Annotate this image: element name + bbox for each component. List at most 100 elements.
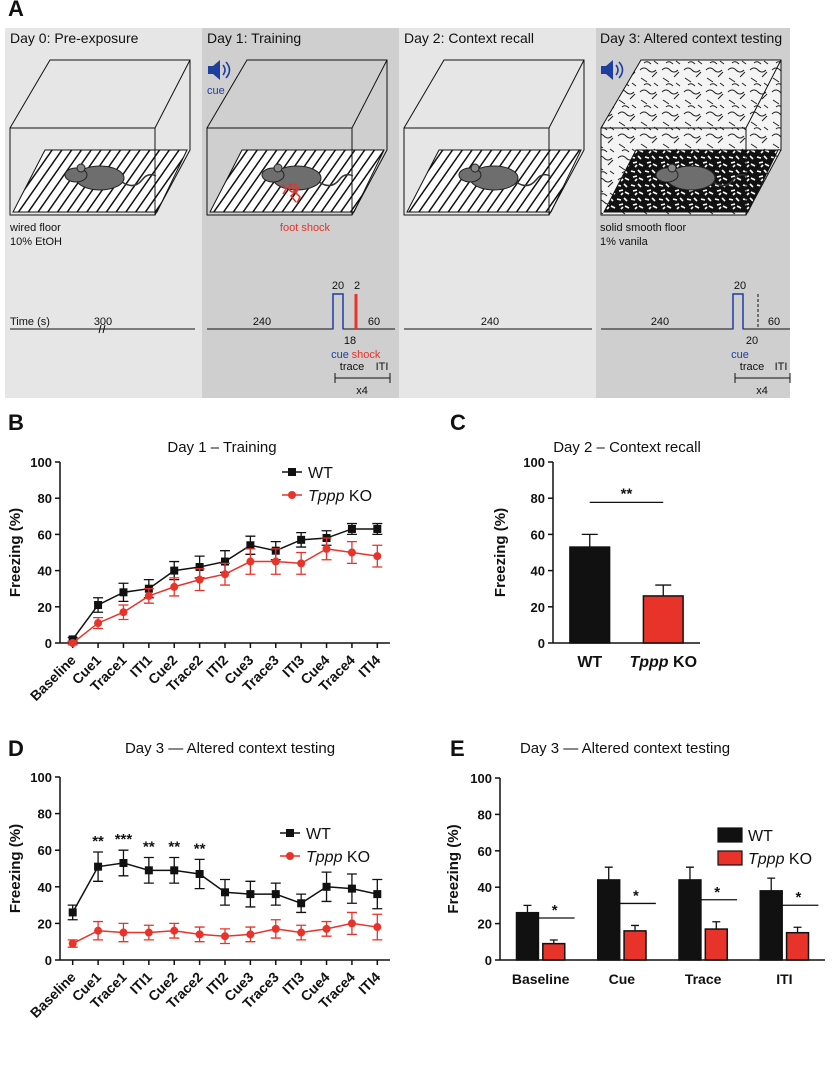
error-bar	[118, 922, 129, 943]
marker	[221, 888, 229, 897]
phase-label: trace	[340, 361, 364, 373]
marker	[144, 928, 153, 937]
marker	[195, 575, 204, 584]
error-bar	[245, 535, 256, 555]
marker	[347, 919, 356, 928]
error-bar	[631, 924, 640, 931]
marker	[347, 884, 356, 893]
error-bar	[220, 550, 230, 574]
error-bar	[169, 560, 180, 581]
marker	[271, 924, 280, 933]
mouse-ear	[76, 163, 86, 173]
significance: **	[143, 839, 155, 856]
cage	[206, 59, 388, 216]
error-bar	[143, 579, 154, 599]
error-bar	[194, 555, 205, 579]
bar	[759, 890, 783, 961]
marker	[297, 559, 306, 568]
marker	[195, 869, 204, 878]
marker	[322, 924, 331, 933]
legend-marker	[286, 829, 294, 837]
marker	[246, 541, 255, 550]
cue-pulse	[732, 293, 744, 329]
marker	[373, 524, 382, 533]
duration: 20	[746, 335, 758, 347]
legend-swatch	[717, 850, 743, 866]
error-bar	[194, 858, 205, 890]
shock-marks	[282, 183, 301, 204]
duration: 2	[354, 280, 360, 292]
duration: 60	[368, 316, 380, 328]
marker	[322, 544, 331, 553]
bar	[542, 942, 566, 961]
marker	[195, 930, 204, 939]
marker	[297, 928, 306, 937]
protocol-diagram: A Day 0: Pre-exposure Day 1: Training Da…	[5, 0, 791, 398]
significance: **	[92, 833, 104, 850]
legend-label: WT	[308, 465, 333, 482]
error-bar	[245, 880, 256, 908]
significance: *	[714, 884, 720, 901]
y-tick-label: 40	[38, 880, 52, 895]
error-bar	[655, 584, 672, 596]
error-bar	[93, 851, 104, 882]
y-tick-label: 60	[38, 527, 52, 542]
chart-title: Day 3 — Altered context testing	[125, 740, 335, 757]
chart: D Day 3 — Altered context testing Freezing…	[7, 736, 390, 1021]
chart-title: Day 2 – Context recall	[553, 439, 701, 456]
marker	[322, 882, 331, 891]
y-tick-label: 60	[38, 843, 52, 858]
shock-marks	[288, 183, 298, 193]
y-tick-label: 0	[538, 636, 545, 651]
y-tick-label: 60	[531, 527, 545, 542]
mouse-tail	[318, 173, 354, 187]
error-bar	[372, 913, 383, 941]
mouse-ear	[273, 163, 283, 173]
shock-label: foot shock	[280, 222, 331, 234]
cage-front	[403, 127, 550, 216]
error-bar	[581, 533, 598, 548]
error-bar	[194, 568, 205, 592]
y-tick-label: 0	[45, 636, 52, 651]
duration: 60	[768, 316, 780, 328]
marker	[68, 908, 77, 917]
significance: *	[795, 889, 801, 906]
error-bar	[220, 562, 230, 586]
bar	[623, 930, 647, 961]
duration: 240	[253, 316, 271, 328]
y-tick-label: 80	[38, 491, 52, 506]
time-axis-label: Time (s)	[10, 316, 50, 328]
charts: B Day 1 – Training Freezing (%) 0 20 40 60 80 10…	[7, 410, 825, 1021]
error-bar	[321, 537, 332, 561]
speaker-icon	[601, 60, 624, 80]
significance: *	[552, 902, 558, 919]
marker	[221, 570, 229, 579]
mouse-tail	[712, 173, 748, 187]
error-bar	[685, 866, 694, 880]
cage	[403, 59, 585, 216]
x-tick-label: ITI	[776, 971, 792, 987]
error-bar	[372, 878, 383, 910]
y-tick-label: 20	[38, 600, 52, 615]
significance: **	[194, 840, 206, 857]
y-tick-label: 0	[485, 953, 492, 968]
y-tick-label: 100	[30, 455, 52, 470]
significance: *	[633, 887, 639, 904]
error-bar	[793, 926, 802, 933]
y-tick-label: 80	[38, 807, 52, 822]
panel-label: A	[8, 0, 24, 21]
panel-label: E	[450, 736, 465, 761]
phase-label: trace	[740, 361, 764, 373]
cue-label: cue	[207, 85, 225, 97]
x-tick-label: Tppp KO	[629, 654, 697, 671]
error-bar	[143, 856, 154, 884]
y-axis-title: Freezing (%)	[445, 824, 462, 913]
error-bar	[245, 548, 256, 575]
bar	[642, 595, 684, 644]
y-tick-label: 100	[30, 770, 52, 785]
error-bar	[270, 882, 281, 906]
y-tick-label: 20	[478, 917, 492, 932]
x-tick-label: ITI4	[355, 969, 384, 998]
marker	[373, 552, 382, 561]
